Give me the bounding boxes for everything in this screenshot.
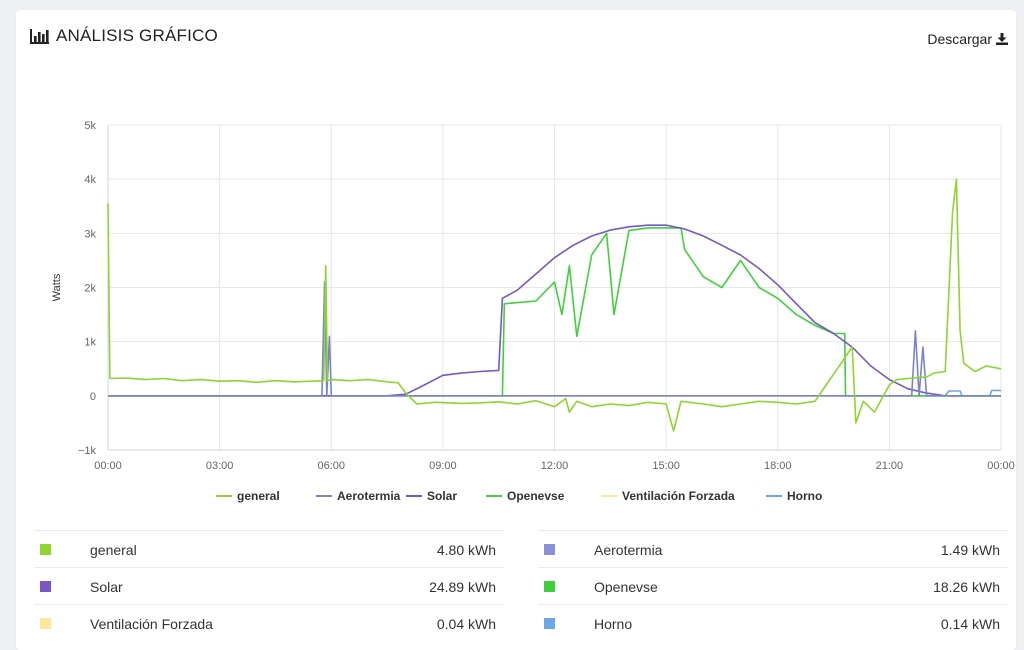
x-tick-label: 03:00 (206, 460, 234, 472)
stat-name: Horno (594, 616, 633, 632)
stat-ventilacion-forzada: Ventilación Forzada 0.04 kWh (34, 604, 504, 641)
x-tick-label: 00:00 (94, 460, 122, 472)
series-line-openevse (108, 227, 1001, 397)
stat-openevse: Openevse 18.26 kWh (538, 567, 1008, 604)
stat-general: general 4.80 kWh (34, 530, 504, 567)
stat-name: Aerotermia (594, 542, 663, 558)
legend-item: general (237, 489, 280, 503)
legend-item: Openevse (507, 489, 565, 503)
card-title-text: ANÁLISIS GRÁFICO (56, 26, 218, 45)
legend-item: Solar (427, 489, 457, 503)
y-tick-label: 1k (84, 337, 96, 349)
x-tick-label: 09:00 (429, 460, 457, 472)
y-tick-label: 0 (90, 391, 96, 403)
stat-horno: Horno 0.14 kWh (538, 604, 1008, 641)
download-button[interactable]: Descargar (927, 31, 1008, 47)
stat-swatch (544, 581, 555, 592)
analysis-card: ANÁLISIS GRÁFICO Descargar −1k 0 1k 2k 3k 4k 5… (16, 10, 1016, 650)
stat-value: 24.89 kWh (429, 579, 496, 595)
stat-name: Openevse (594, 579, 658, 595)
stat-swatch (544, 544, 555, 555)
y-tick-label: 4k (84, 174, 96, 186)
stat-value: 18.26 kWh (933, 579, 1000, 595)
y-tick-label: 5k (84, 120, 96, 132)
stat-swatch (40, 618, 51, 629)
download-label: Descargar (927, 31, 992, 47)
series-line-general (107, 178, 1002, 432)
stat-value: 4.80 kWh (436, 542, 496, 558)
series-line-solar (108, 224, 1001, 397)
y-tick-label: 2k (84, 283, 96, 295)
series-line-aerotermia (108, 281, 1001, 397)
bar-chart-icon (30, 28, 49, 44)
y-axis-label: Watts (51, 273, 63, 301)
stat-value: 0.04 kWh (436, 616, 496, 632)
y-tick-label: 3k (84, 228, 96, 240)
stat-name: Solar (90, 579, 123, 595)
x-tick-label: 06:00 (317, 460, 345, 472)
legend-item: Aerotermia (337, 489, 401, 503)
x-tick-label: 12:00 (541, 460, 569, 472)
download-icon (996, 33, 1008, 45)
stat-name: general (90, 542, 137, 558)
stat-swatch (40, 581, 51, 592)
stat-swatch (544, 618, 555, 629)
energy-chart: −1k 0 1k 2k 3k 4k 5k 00:00 03:00 06:00 09:00 12:00 1… (51, 120, 1015, 503)
card-title: ANÁLISIS GRÁFICO (30, 26, 218, 46)
y-tick-label: −1k (78, 445, 97, 457)
stat-aerotermia: Aerotermia 1.49 kWh (538, 530, 1008, 567)
x-tick-label: 15:00 (652, 460, 680, 472)
x-tick-label: 00:00 (987, 460, 1015, 472)
stat-value: 0.14 kWh (940, 616, 1000, 632)
stat-solar: Solar 24.89 kWh (34, 567, 504, 604)
stat-swatch (40, 544, 51, 555)
stat-value: 1.49 kWh (940, 542, 1000, 558)
stat-name: Ventilación Forzada (90, 616, 213, 632)
legend-item: Horno (787, 489, 822, 503)
legend-item: Ventilación Forzada (622, 489, 735, 503)
x-tick-label: 21:00 (876, 460, 904, 472)
x-tick-label: 18:00 (764, 460, 792, 472)
